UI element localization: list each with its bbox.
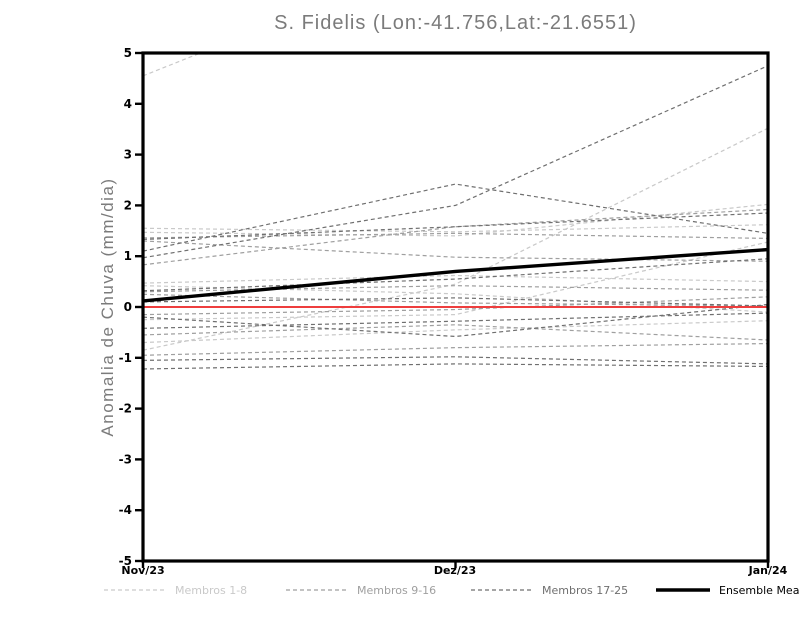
y-tick-label: -2: [119, 402, 132, 416]
legend-item-ensemble-mean: Ensemble Mean: [655, 582, 800, 598]
x-tick-dez23: Dez/23: [433, 564, 477, 577]
member-line: [143, 293, 768, 307]
member-line: [143, 53, 203, 77]
y-tick-label: -5: [119, 554, 132, 568]
member-line: [143, 224, 768, 233]
ensemble-mean-line-swatch: [656, 588, 710, 592]
legend-item-membros-9-16: Membros 9-16: [285, 582, 436, 598]
member-line: [143, 312, 768, 329]
ensemble-mean-line: [143, 247, 768, 303]
y-tick-label: -4: [119, 503, 132, 517]
legend-label-membros-17-25: Membros 17-25: [542, 583, 629, 597]
membros-1-8-line-swatch: [104, 589, 166, 591]
plot-area: [143, 53, 768, 370]
x-tick-jan24: Jan/24: [748, 564, 788, 577]
y-tick-label: 4: [124, 97, 132, 111]
legend-label-membros-9-16: Membros 9-16: [357, 583, 437, 597]
member-line: [143, 320, 768, 344]
y-tick-label: -3: [119, 452, 132, 466]
member-line: [143, 356, 768, 365]
member-line: [143, 127, 768, 351]
y-tick-label: 3: [124, 148, 132, 162]
member-line: [143, 240, 768, 262]
chart-legend: Membros 1-8 Membros 9-16 Membros 17-25 E…: [0, 582, 800, 602]
legend-item-membros-1-8: Membros 1-8: [103, 582, 247, 598]
member-line: [143, 324, 768, 341]
member-line: [143, 363, 768, 370]
legend-item-membros-17-25: Membros 17-25: [470, 582, 628, 598]
member-line: [143, 241, 768, 321]
membros-17-25-line-swatch: [471, 589, 533, 591]
member-line: [143, 274, 768, 284]
member-line: [143, 258, 768, 292]
member-line: [143, 297, 768, 307]
y-tick-label: -1: [119, 351, 132, 365]
legend-label-membros-1-8: Membros 1-8: [175, 583, 248, 597]
member-line: [143, 285, 768, 313]
y-tick-label: 5: [124, 46, 132, 60]
member-line: [143, 183, 768, 252]
membros-9-16-line-swatch: [286, 589, 348, 591]
member-line: [143, 285, 768, 293]
y-tick-label: 2: [124, 198, 132, 212]
member-line: [143, 212, 768, 241]
member-line: [143, 232, 768, 240]
member-line: [143, 203, 768, 237]
x-tick-nov23: Nov/23: [121, 564, 165, 577]
y-tick-label: 1: [124, 249, 132, 263]
member-line: [143, 296, 768, 316]
y-tick-label: 0: [124, 300, 132, 314]
member-line: [143, 65, 768, 259]
chart-title: S. Fidelis (Lon:-41.756,Lat:-21.6551): [274, 12, 637, 34]
member-line: [143, 342, 768, 356]
legend-label-ensemble-mean: Ensemble Mean: [719, 583, 800, 597]
